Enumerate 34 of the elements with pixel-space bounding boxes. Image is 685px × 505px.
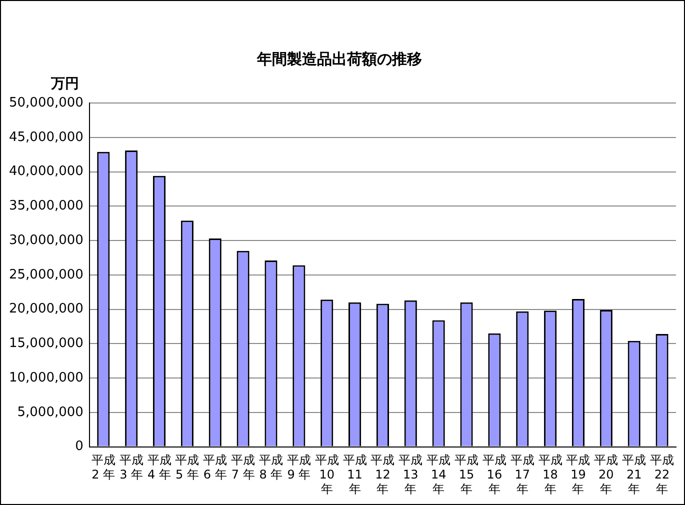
x-tick-label: 平成15年 <box>454 453 479 496</box>
x-tick-label: 平成22年 <box>650 453 674 496</box>
x-tick-label: 平成4 年 <box>147 453 172 482</box>
x-tick-label: 平成18年 <box>538 453 562 496</box>
x-tick-label: 平成17年 <box>510 453 534 496</box>
y-tick-label: 40,000,000 <box>8 164 84 180</box>
y-tick-label: 5,000,000 <box>17 404 84 420</box>
y-tick-label: 35,000,000 <box>8 198 84 214</box>
x-tick-label: 平成9 年 <box>286 453 311 482</box>
x-tick-label: 平成12年 <box>370 453 395 496</box>
chart-title: 年間製造品出荷額の推移 <box>256 50 422 68</box>
x-tick-label: 平成7 年 <box>231 453 256 482</box>
y-tick-label: 15,000,000 <box>8 336 84 352</box>
x-tick-label: 平成8 年 <box>258 453 283 482</box>
x-tick-label: 平成21年 <box>622 453 646 496</box>
x-tick-label: 平成11年 <box>342 453 367 496</box>
y-tick-label: 25,000,000 <box>8 267 84 282</box>
y-tick-label: 45,000,000 <box>8 130 84 145</box>
x-tick-label: 平成14年 <box>426 453 451 496</box>
x-tick-label: 平成13年 <box>398 453 423 496</box>
y-tick-label: 20,000,000 <box>8 302 84 317</box>
x-tick-label: 平成19年 <box>566 453 590 496</box>
y-tick-label: 30,000,000 <box>8 232 84 248</box>
x-tick-label: 平成3 年 <box>119 453 144 482</box>
y-tick-label: 0 <box>75 439 84 454</box>
y-tick-label: 10,000,000 <box>8 370 84 386</box>
x-tick-label: 平成10年 <box>314 453 339 496</box>
x-tick-label: 平成16年 <box>482 453 506 496</box>
x-tick-label: 平成2 年 <box>91 453 116 482</box>
x-tick-label: 平成20年 <box>594 453 618 496</box>
x-tick-label: 平成5 年 <box>175 453 200 482</box>
y-tick-label: 50,000,000 <box>8 95 84 110</box>
x-tick-label: 平成6 年 <box>203 453 228 482</box>
y-axis-title: 万円 <box>51 75 79 93</box>
